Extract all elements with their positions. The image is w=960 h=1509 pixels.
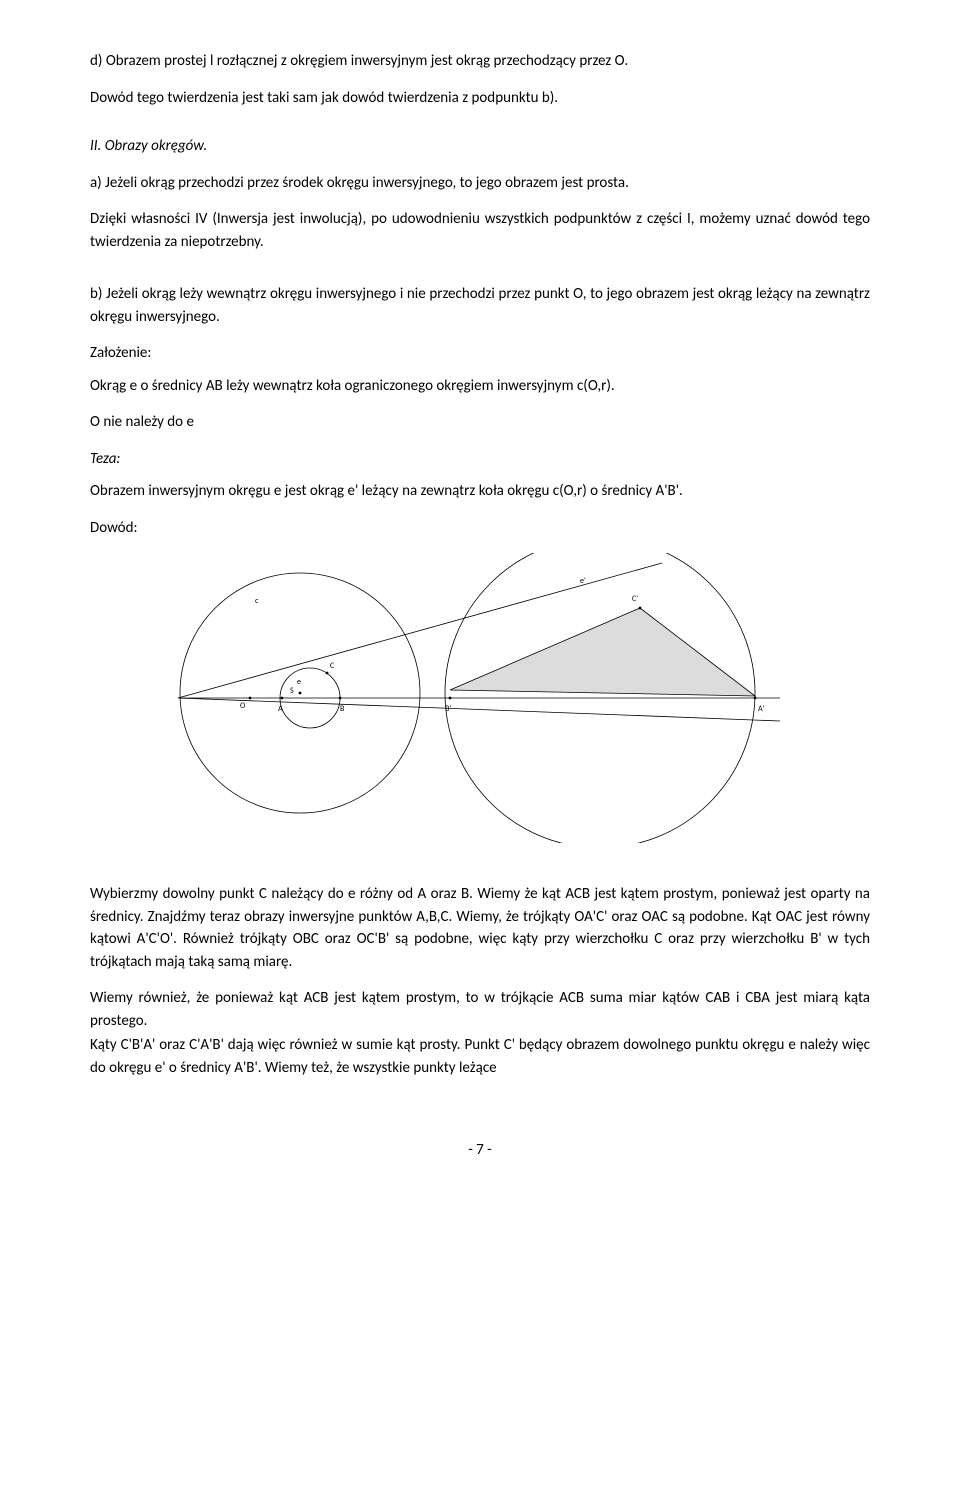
o-not-in-e: O nie należy do e <box>90 411 870 434</box>
svg-text:C': C' <box>632 594 638 604</box>
proof-label: Dowód: <box>90 517 870 540</box>
svg-text:C: C <box>330 661 335 671</box>
proof-paragraph-2: Wiemy również, że ponieważ kąt ACB jest … <box>90 987 870 1032</box>
proof-paragraph-3: Kąty C'B'A' oraz C'A'B' dają więc równie… <box>90 1034 870 1079</box>
assumption-label: Założenie: <box>90 342 870 365</box>
heading-II: II. Obrazy okręgów. <box>90 135 870 158</box>
paragraph-d-proof: Dowód tego twierdzenia jest taki sam jak… <box>90 87 870 110</box>
thesis-label: Teza: <box>90 448 870 471</box>
paragraph-d: d) Obrazem prostej l rozłącznej z okręgi… <box>90 50 870 73</box>
inversion-diagram: cee'OABCB'A'C'S <box>90 553 870 843</box>
paragraph-a: a) Jeżeli okrąg przechodzi przez środek … <box>90 172 870 195</box>
thesis-text: Obrazem inwersyjnym okręgu e jest okrąg … <box>90 480 870 503</box>
paragraph-a-proof: Dzięki własności IV (Inwersja jest inwol… <box>90 208 870 253</box>
svg-text:B': B' <box>445 704 451 714</box>
proof-paragraph-1: Wybierzmy dowolny punkt C należący do e … <box>90 883 870 973</box>
svg-text:A: A <box>278 704 283 714</box>
page-number: - 7 - <box>90 1139 870 1162</box>
svg-text:O: O <box>240 701 246 711</box>
svg-text:B: B <box>340 704 345 714</box>
assumption-text: Okrąg e o średnicy AB leży wewnątrz koła… <box>90 375 870 398</box>
paragraph-b: b) Jeżeli okrąg leży wewnątrz okręgu inw… <box>90 283 870 328</box>
svg-text:A': A' <box>758 704 765 714</box>
svg-text:c: c <box>255 596 259 606</box>
svg-text:S: S <box>290 686 294 696</box>
svg-text:e: e <box>297 677 301 687</box>
